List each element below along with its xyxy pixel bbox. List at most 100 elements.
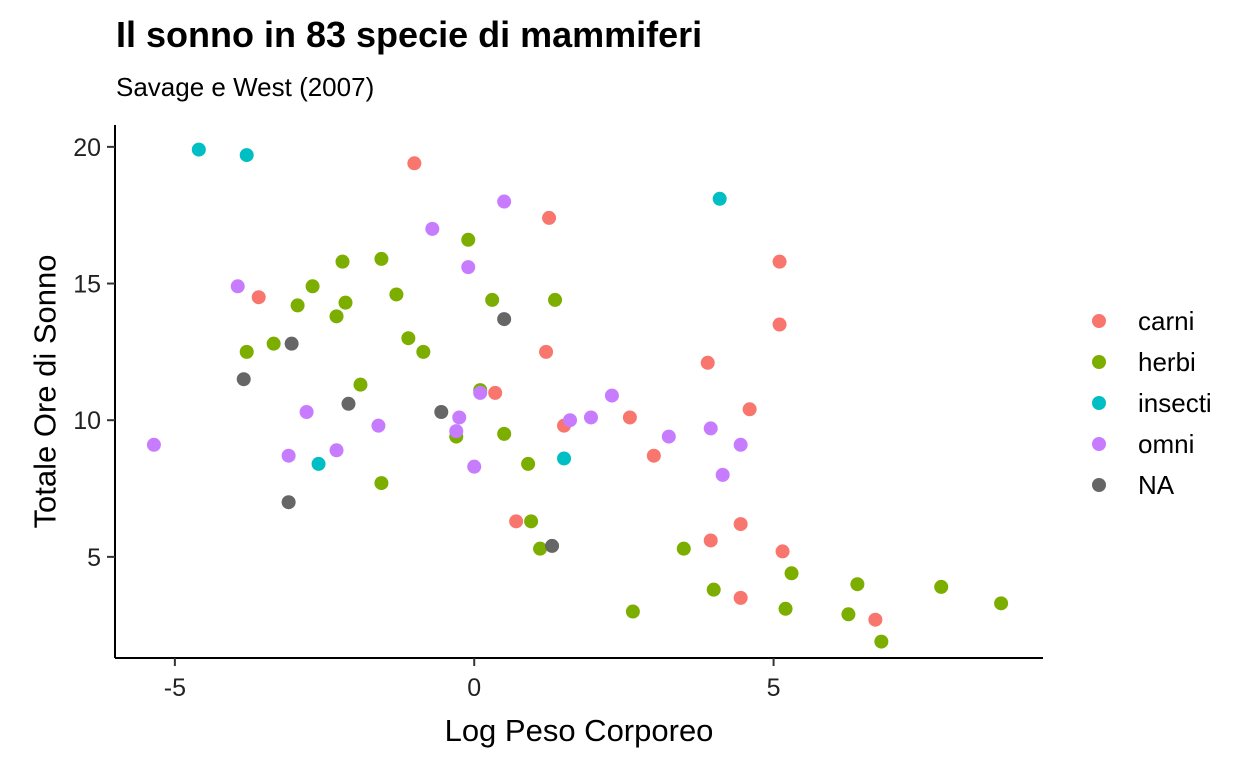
point-na xyxy=(284,336,299,351)
point-carni xyxy=(622,410,637,425)
point-omni xyxy=(425,221,440,236)
point-insecti xyxy=(239,148,254,163)
point-herbi xyxy=(374,251,389,266)
point-carni xyxy=(542,210,557,225)
point-carni xyxy=(407,156,422,171)
point-carni xyxy=(539,344,554,359)
legend: carni herbi insecti omni NA xyxy=(1092,306,1212,500)
point-herbi xyxy=(305,279,320,294)
point-na xyxy=(341,396,356,411)
point-herbi xyxy=(850,577,865,592)
point-omni xyxy=(604,388,619,403)
point-omni xyxy=(281,448,296,463)
point-omni xyxy=(299,405,314,419)
point-omni xyxy=(371,418,386,433)
legend-key-carni xyxy=(1092,314,1106,328)
point-herbi xyxy=(416,344,431,359)
x-tick-label: 0 xyxy=(467,674,481,702)
point-na xyxy=(497,312,512,327)
point-omni xyxy=(563,413,578,428)
legend-key-herbi xyxy=(1092,355,1106,369)
point-omni xyxy=(661,429,676,444)
point-herbi xyxy=(778,601,793,616)
y-tick-label: 5 xyxy=(87,544,101,572)
chart-title: Il sonno in 83 specie di mammiferi xyxy=(116,14,703,55)
legend-key-omni xyxy=(1092,437,1106,451)
x-tick-label: -5 xyxy=(164,674,186,702)
point-herbi xyxy=(548,292,563,307)
point-herbi xyxy=(994,596,1009,611)
point-carni xyxy=(772,254,787,269)
point-omni xyxy=(329,443,344,458)
point-herbi xyxy=(239,344,254,359)
point-herbi xyxy=(934,579,949,594)
point-na xyxy=(281,495,296,510)
legend-label-na: NA xyxy=(1138,470,1175,500)
point-herbi xyxy=(676,541,691,556)
point-omni xyxy=(452,410,467,425)
point-herbi xyxy=(335,254,350,269)
point-herbi xyxy=(374,476,389,491)
point-omni xyxy=(703,421,718,436)
point-herbi xyxy=(521,456,536,471)
legend-label-carni: carni xyxy=(1138,306,1194,336)
point-herbi xyxy=(841,607,856,622)
point-insecti xyxy=(712,191,727,206)
point-insecti xyxy=(191,142,206,157)
point-omni xyxy=(583,410,598,425)
point-carni xyxy=(733,590,748,605)
point-herbi xyxy=(266,336,281,351)
point-omni xyxy=(146,437,161,452)
point-herbi xyxy=(784,566,799,581)
x-tick-label: 5 xyxy=(767,674,781,702)
point-herbi xyxy=(329,309,344,324)
y-tick-label: 20 xyxy=(73,134,101,162)
point-herbi xyxy=(338,295,353,310)
point-na xyxy=(236,372,251,387)
point-carni xyxy=(700,355,715,370)
point-omni xyxy=(497,194,512,209)
point-herbi xyxy=(389,287,404,302)
points-layer xyxy=(146,142,1009,649)
point-omni xyxy=(467,459,482,474)
point-carni xyxy=(868,612,883,627)
legend-label-omni: omni xyxy=(1138,429,1194,459)
point-carni xyxy=(775,544,790,559)
point-omni xyxy=(449,424,464,439)
point-carni xyxy=(646,448,661,463)
point-herbi xyxy=(524,514,539,529)
point-herbi xyxy=(485,292,500,307)
point-carni xyxy=(742,402,757,417)
legend-label-insecti: insecti xyxy=(1138,388,1212,418)
point-omni xyxy=(461,260,476,275)
point-insecti xyxy=(311,456,326,471)
point-carni xyxy=(251,290,266,305)
y-tick-label: 15 xyxy=(73,271,101,299)
point-na xyxy=(545,538,560,553)
point-carni xyxy=(703,533,718,548)
point-carni xyxy=(509,514,524,529)
point-carni xyxy=(772,317,787,332)
point-carni xyxy=(488,385,503,400)
y-tick-label: 10 xyxy=(73,407,101,435)
point-herbi xyxy=(461,232,476,247)
point-herbi xyxy=(874,634,889,649)
point-omni xyxy=(733,437,748,452)
y-axis-ticks: 5 10 15 20 xyxy=(73,134,115,572)
y-axis-title: Totale Ore di Sonno xyxy=(28,254,63,528)
point-herbi xyxy=(497,426,512,441)
point-herbi xyxy=(625,604,640,619)
legend-label-herbi: herbi xyxy=(1138,347,1196,377)
point-omni xyxy=(715,467,730,482)
point-herbi xyxy=(353,377,368,392)
legend-key-na xyxy=(1092,478,1106,492)
point-insecti xyxy=(557,451,572,466)
point-omni xyxy=(230,279,245,294)
point-omni xyxy=(473,385,488,400)
point-herbi xyxy=(706,582,721,597)
legend-key-insecti xyxy=(1092,396,1106,410)
point-carni xyxy=(733,517,748,532)
point-herbi xyxy=(290,298,305,313)
chart-subtitle: Savage e West (2007) xyxy=(116,72,375,102)
